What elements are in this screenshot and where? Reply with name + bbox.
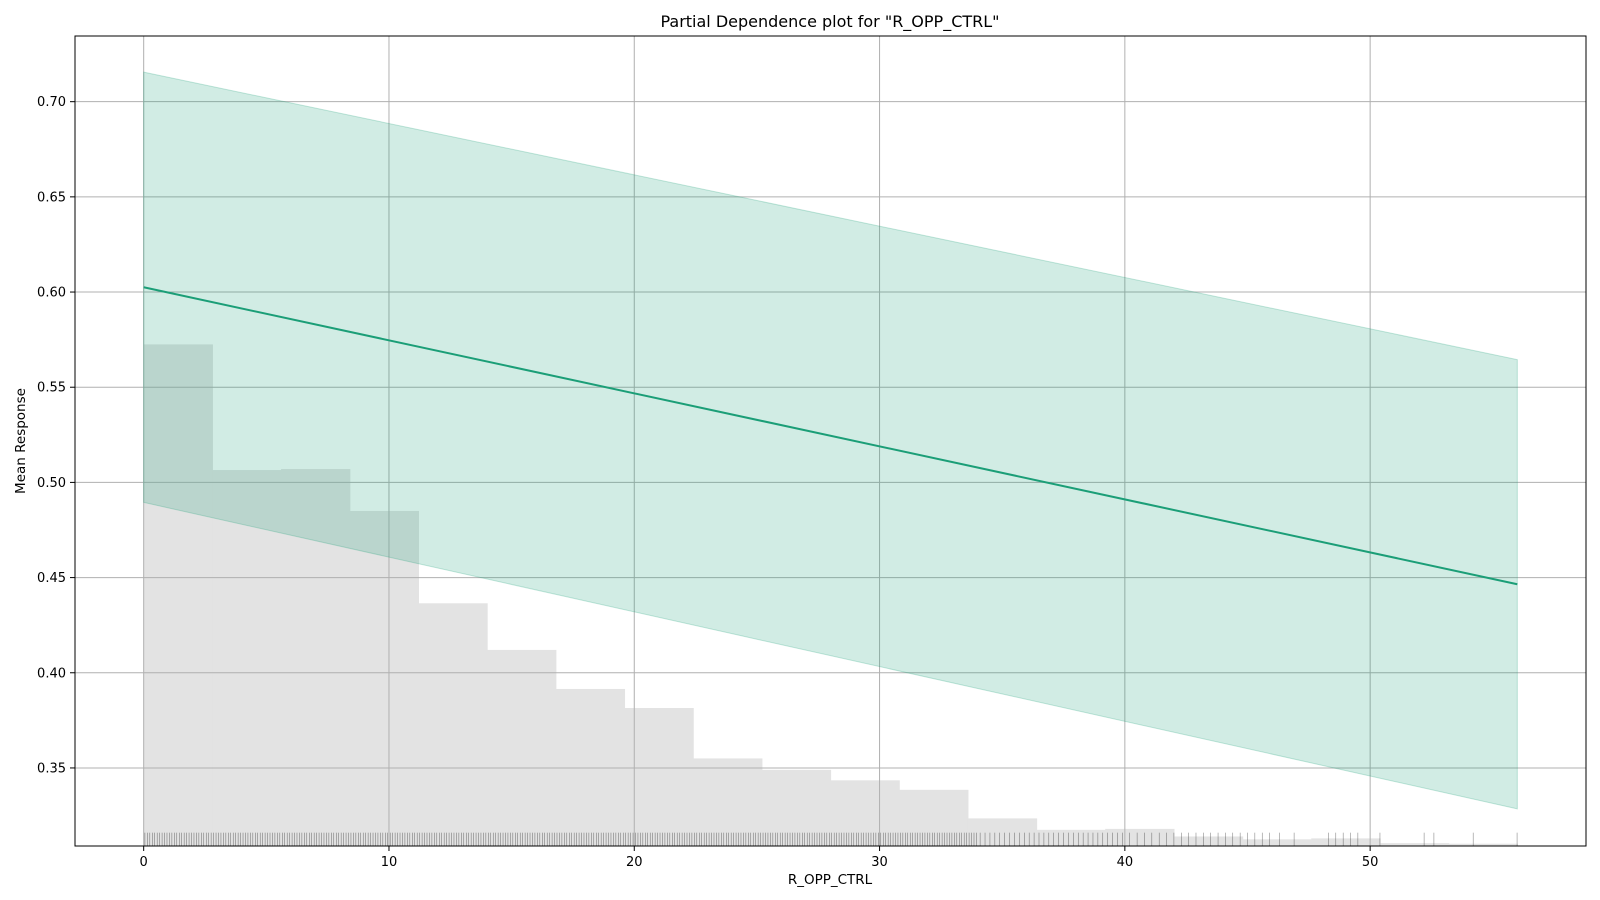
- y-axis-ticks: 0.35 0.40 0.45 0.50 0.55 0.60 0.65 0.70: [37, 95, 75, 776]
- series-line-layer: [143, 286, 1518, 586]
- confidence-band-layer: [143, 71, 1518, 810]
- histogram-bar: [143, 344, 213, 846]
- x-tick-label: 10: [381, 855, 398, 870]
- histogram-bar: [693, 758, 763, 846]
- y-tick-label: 0.65: [37, 190, 66, 205]
- x-tick-label: 50: [1362, 855, 1379, 870]
- grid: [75, 36, 1586, 846]
- histogram-bar: [967, 818, 1038, 846]
- chart-title: Partial Dependence plot for "R_OPP_CTRL": [660, 12, 999, 32]
- x-axis-label: R_OPP_CTRL: [788, 872, 873, 888]
- histogram-bar: [349, 510, 420, 846]
- histogram-bar: [487, 649, 557, 846]
- histogram-bar: [418, 603, 488, 846]
- plot-frame: [74, 35, 1587, 847]
- y-tick-label: 0.55: [37, 381, 66, 396]
- x-tick-label: 30: [871, 855, 888, 870]
- y-axis-label: Mean Response: [13, 388, 29, 494]
- histogram-bar: [830, 780, 900, 846]
- x-tick-label: 20: [626, 855, 643, 870]
- histogram-bar: [1311, 838, 1381, 846]
- histogram-bar: [761, 769, 832, 846]
- histogram-bar: [1173, 836, 1244, 846]
- x-axis-ticks: 0 10 20 30 40 50: [140, 846, 1379, 870]
- histogram-bar: [1379, 843, 1450, 846]
- mean-response-line: [143, 286, 1518, 586]
- histogram-bar: [281, 469, 351, 846]
- confidence-band: [143, 71, 1518, 810]
- histogram-bar: [1242, 839, 1312, 846]
- y-tick-label: 0.60: [37, 286, 66, 301]
- y-tick-label: 0.70: [37, 95, 66, 110]
- histogram-bar: [624, 707, 694, 846]
- histogram-bar: [212, 470, 282, 846]
- y-tick-label: 0.50: [37, 476, 66, 491]
- x-tick-label: 40: [1117, 855, 1134, 870]
- histogram-bar: [1448, 843, 1518, 846]
- histogram-bar: [1105, 828, 1175, 846]
- histogram-bar: [1036, 829, 1106, 846]
- histogram-bar: [899, 789, 969, 846]
- y-tick-label: 0.35: [37, 761, 66, 776]
- rug-plot: [144, 832, 1518, 846]
- y-tick-label: 0.45: [37, 571, 66, 586]
- y-tick-label: 0.40: [37, 666, 66, 681]
- x-tick-label: 0: [140, 855, 148, 870]
